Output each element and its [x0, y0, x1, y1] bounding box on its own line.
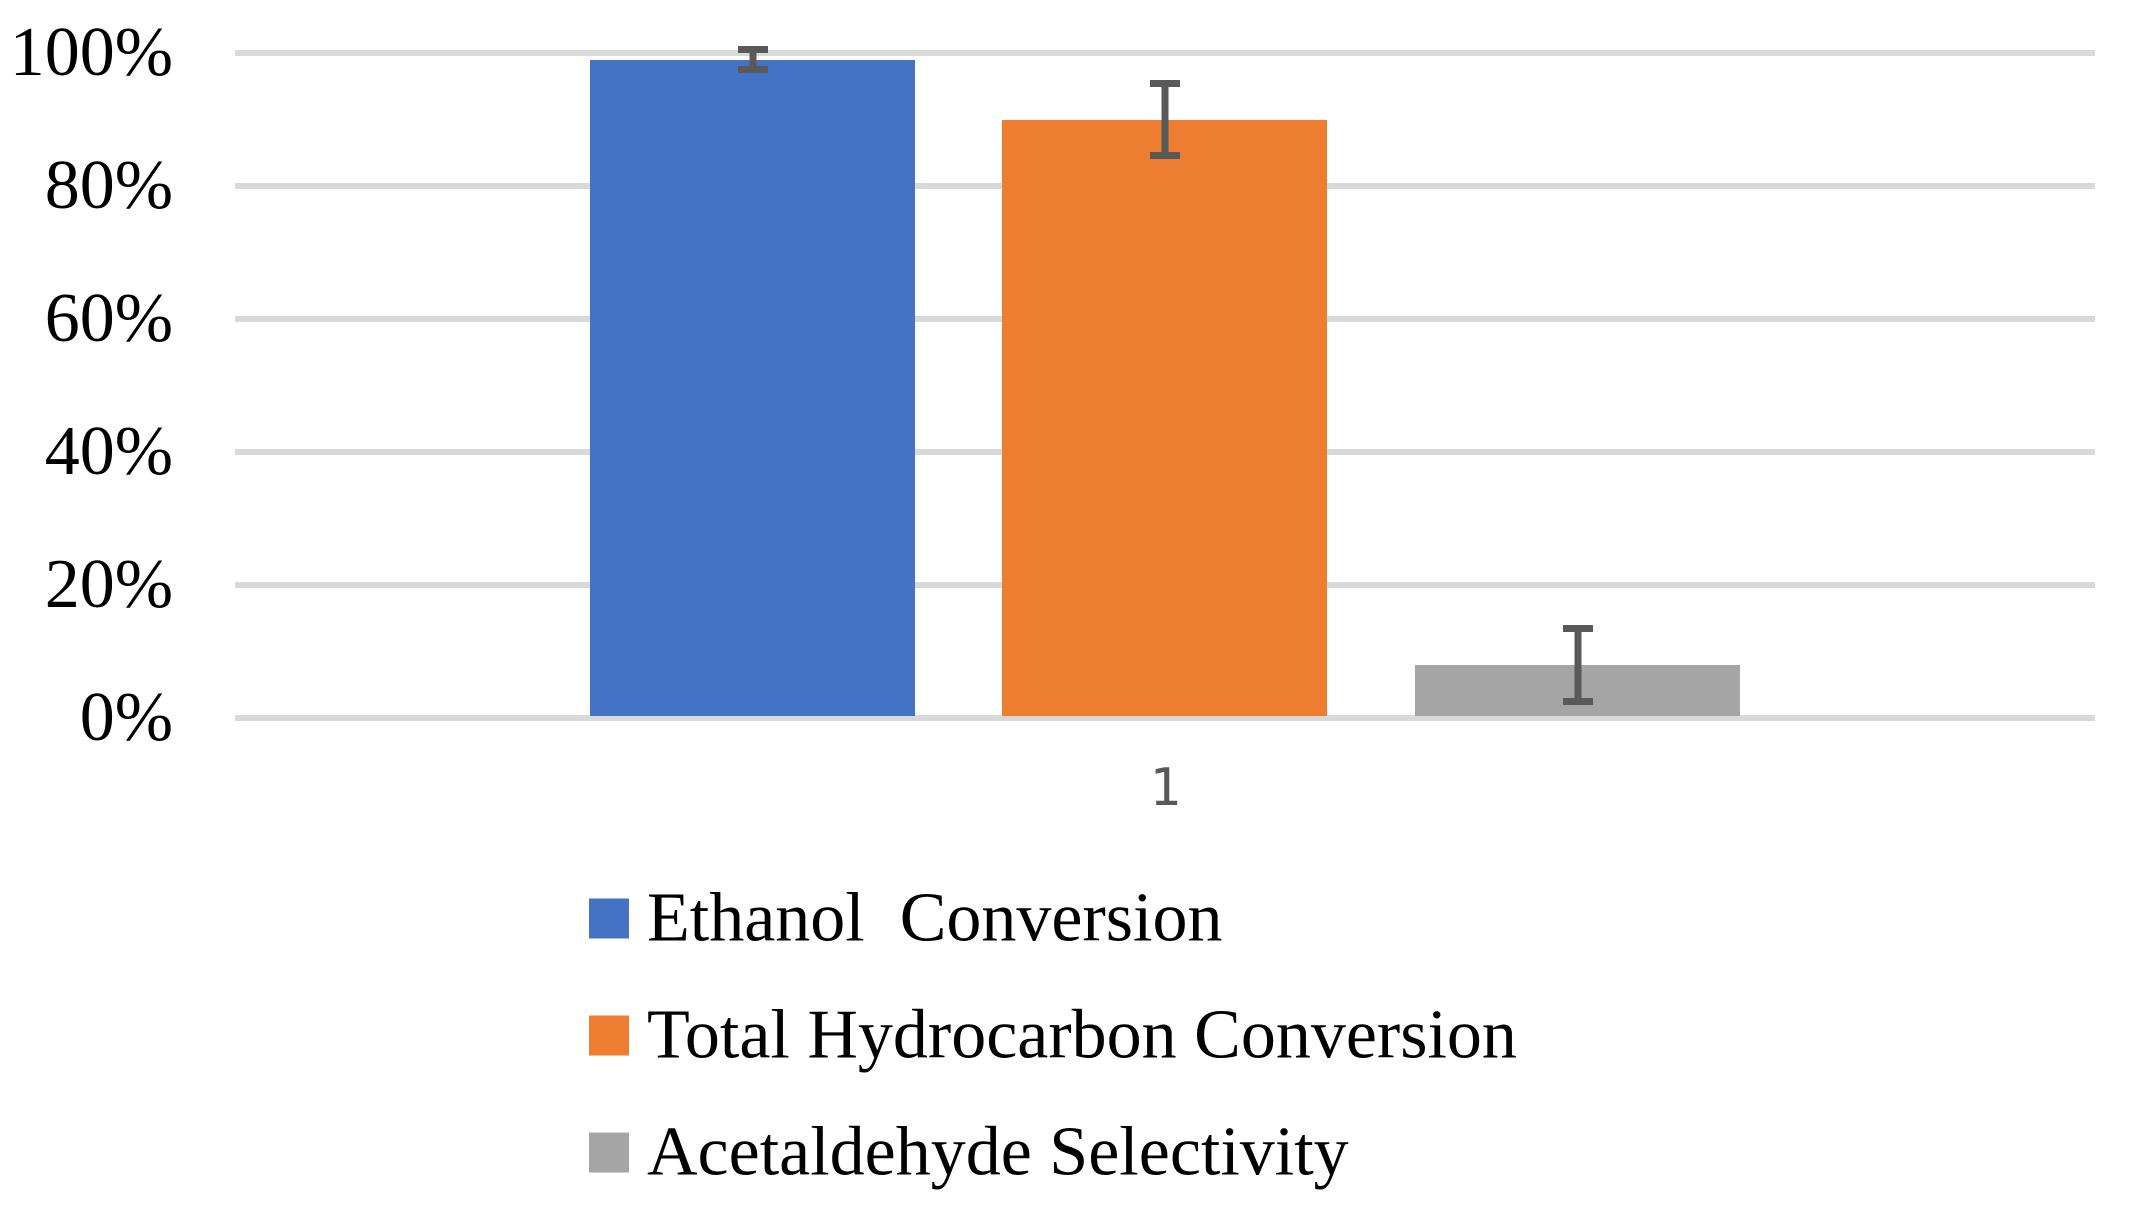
error-bar-whisker — [749, 46, 756, 73]
error-bar-cap — [737, 46, 768, 54]
error-bar-acetaldehyde-selectivity — [1562, 624, 1593, 705]
legend-item-total-hydrocarbon-conversion: Total Hydrocarbon Conversion — [589, 997, 1517, 1074]
y-axis-tick-label: 0% — [79, 679, 173, 756]
bar-total-hydrocarbon-conversion — [1002, 119, 1327, 716]
y-axis-tick-label: 40% — [44, 413, 173, 490]
y-axis-tick-label: 20% — [44, 546, 173, 623]
bar-ethanol-conversion — [590, 59, 915, 716]
legend-label-total-hydrocarbon-conversion: Total Hydrocarbon Conversion — [647, 996, 1517, 1074]
y-axis-tick-label: 60% — [44, 280, 173, 357]
gridline — [235, 715, 2095, 721]
error-bar-cap — [1149, 152, 1180, 160]
legend-swatch-acetaldehyde-selectivity — [589, 1132, 629, 1172]
legend-label-ethanol-conversion: Ethanol Conversion — [647, 879, 1223, 957]
y-axis-tick-label: 100% — [9, 14, 173, 91]
x-axis-tick-label: 1 — [1149, 758, 1181, 818]
error-bar-whisker — [1574, 624, 1581, 705]
legend-swatch-total-hydrocarbon-conversion — [589, 1015, 629, 1055]
y-axis-tick-label: 80% — [44, 147, 173, 224]
error-bar-total-hydrocarbon-conversion — [1149, 79, 1180, 160]
error-bar-cap — [1149, 79, 1180, 87]
legend-item-acetaldehyde-selectivity: Acetaldehyde Selectivity — [589, 1114, 1349, 1191]
error-bar-cap — [1562, 697, 1593, 705]
error-bar-whisker — [1161, 79, 1168, 160]
gridline — [235, 50, 2095, 56]
legend-swatch-ethanol-conversion — [589, 898, 629, 938]
chart-legend: Ethanol Conversion Total Hydrocarbon Con… — [589, 0, 2135, 1208]
plot-area — [235, 46, 2095, 721]
error-bar-cap — [737, 65, 768, 73]
legend-item-ethanol-conversion: Ethanol Conversion — [589, 880, 1222, 957]
legend-label-acetaldehyde-selectivity: Acetaldehyde Selectivity — [647, 1113, 1349, 1191]
error-bar-ethanol-conversion — [737, 46, 768, 73]
error-bar-cap — [1562, 624, 1593, 632]
